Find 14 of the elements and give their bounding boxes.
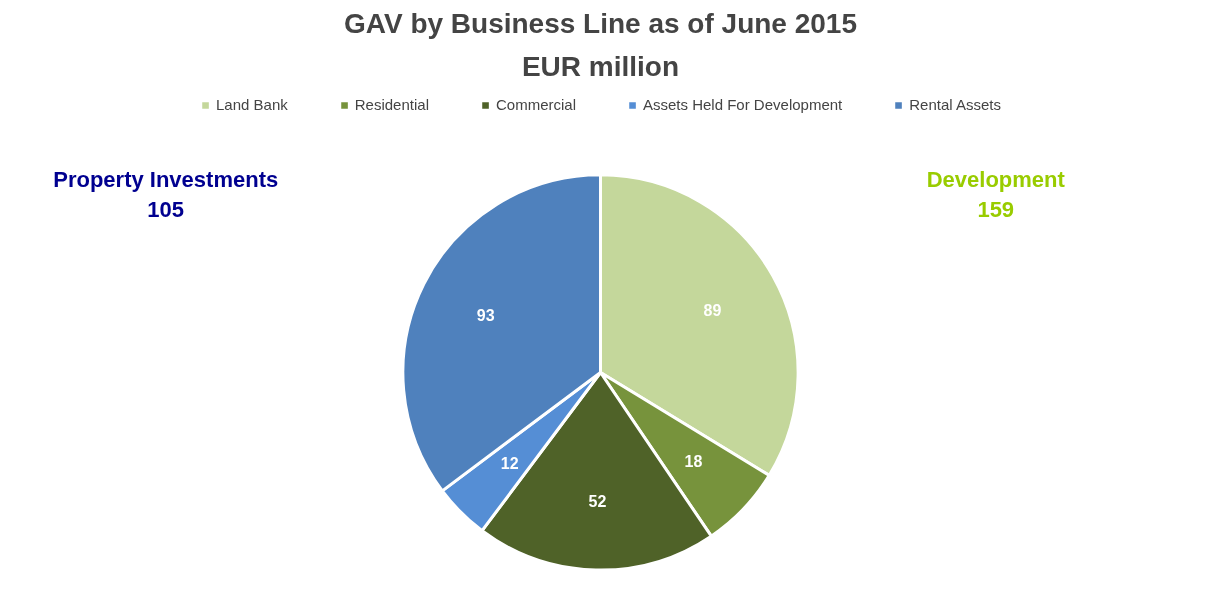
legend-label: Rental Assets — [909, 96, 1001, 113]
data-label: 12 — [500, 455, 519, 473]
chart-subtitle: EUR million — [521, 50, 680, 82]
data-label: 52 — [588, 492, 607, 510]
legend-label: Residential — [354, 96, 429, 113]
legend-label: Commercial — [495, 96, 576, 113]
data-label: 89 — [703, 301, 722, 319]
data-label: 93 — [476, 307, 495, 325]
chart-title: GAV by Business Line as of June 2015 — [344, 7, 857, 39]
legend-label: Assets Held For Development — [643, 96, 843, 113]
text: Development 159 — [926, 167, 1066, 223]
legend-label: Land Bank — [216, 96, 288, 113]
data-label: 18 — [684, 452, 703, 470]
text: Property Investments 105 — [53, 167, 279, 223]
